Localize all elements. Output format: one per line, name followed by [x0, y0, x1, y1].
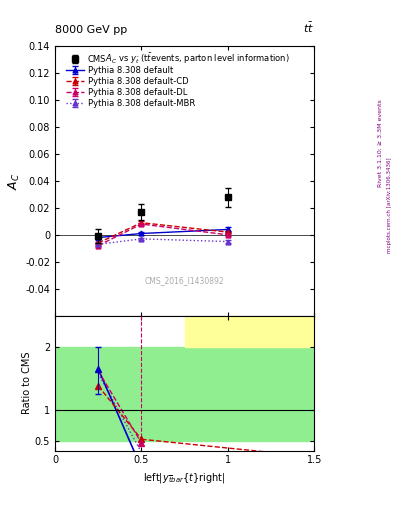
X-axis label: left$|y_{\overline{t}bar}\{t\}$right$|$: left$|y_{\overline{t}bar}\{t\}$right$|$ — [143, 471, 226, 485]
Text: mcplots.cern.ch [arXiv:1306.3436]: mcplots.cern.ch [arXiv:1306.3436] — [387, 157, 392, 252]
Text: $A_C$ vs $y_{\bar{t}}$ (t$\bar{t}$events, parton level information): $A_C$ vs $y_{\bar{t}}$ (t$\bar{t}$events… — [105, 52, 290, 66]
Legend: CMS, Pythia 8.308 default, Pythia 8.308 default-CD, Pythia 8.308 default-DL, Pyt: CMS, Pythia 8.308 default, Pythia 8.308 … — [64, 53, 196, 110]
Text: 8000 GeV pp: 8000 GeV pp — [55, 25, 127, 35]
Y-axis label: Ratio to CMS: Ratio to CMS — [22, 352, 32, 414]
Y-axis label: $A_C$: $A_C$ — [7, 172, 22, 189]
Text: $t\bar{t}$: $t\bar{t}$ — [303, 21, 314, 35]
Text: Rivet 3.1.10; ≥ 3.3M events: Rivet 3.1.10; ≥ 3.3M events — [377, 99, 382, 187]
Text: CMS_2016_I1430892: CMS_2016_I1430892 — [145, 276, 224, 285]
